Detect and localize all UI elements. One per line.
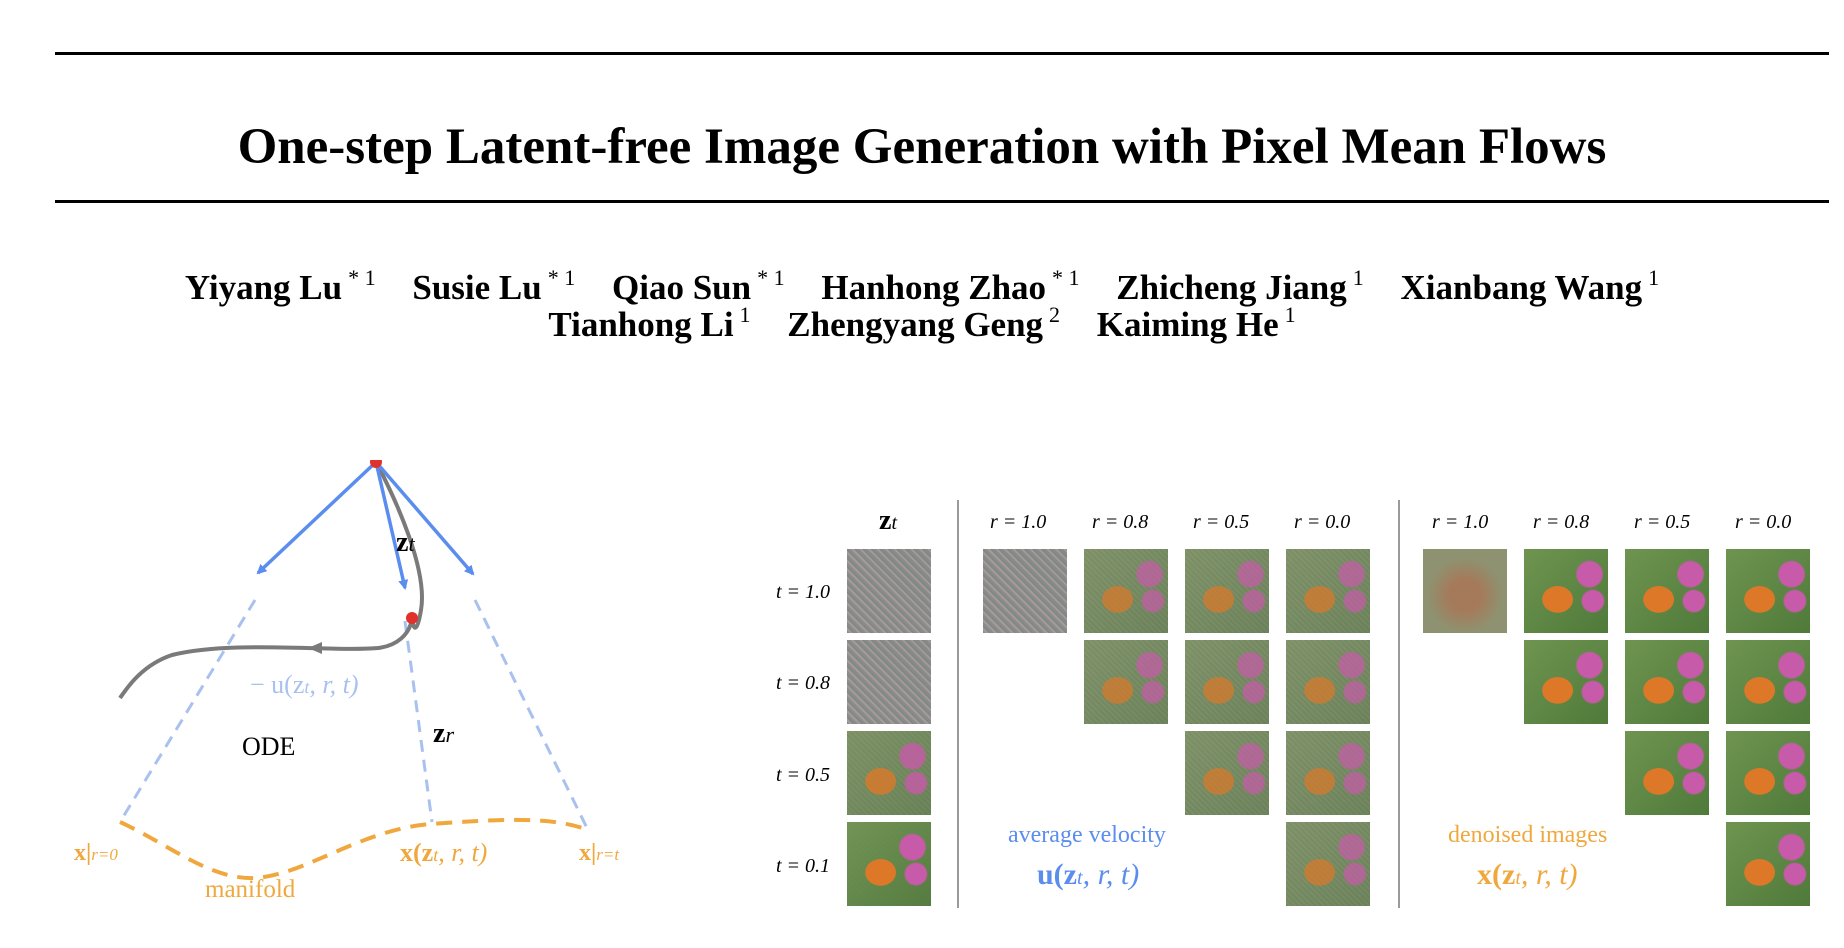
author: Susie Lu * 1 <box>412 265 576 308</box>
trajectory-shape <box>332 460 376 483</box>
flow-trajectory <box>118 460 424 700</box>
sample-image <box>1286 640 1370 724</box>
column-divider <box>1398 500 1400 908</box>
t-label: t = 0.8 <box>776 672 831 694</box>
author: Xianbang Wang 1 <box>1400 265 1660 308</box>
ode-real <box>332 460 376 465</box>
r-label: r = 0.5 <box>1193 511 1250 533</box>
sample-image <box>1726 549 1810 633</box>
neg-velocity-label: − u(zt, r, t) <box>250 670 359 699</box>
x-r0-label: x|r=0 <box>74 840 118 866</box>
velocity-arrow-mid <box>374 461 409 590</box>
author: Yiyang Lu * 1 <box>184 265 376 308</box>
sample-image <box>1185 640 1269 724</box>
guide-line-left <box>118 599 257 823</box>
sample-image <box>847 640 931 724</box>
sample-image <box>1524 640 1608 724</box>
ode-line-real <box>332 460 376 464</box>
sample-image <box>1084 549 1168 633</box>
bottom-rule <box>55 200 1829 203</box>
r-label: r = 0.8 <box>1092 511 1149 533</box>
ode-path <box>120 460 421 700</box>
sample-image <box>1726 822 1810 906</box>
author: Zhicheng Jiang 1 <box>1116 265 1364 308</box>
sample-image <box>1625 549 1709 633</box>
trajectory-visible <box>120 460 422 698</box>
author: Hanhong Zhao * 1 <box>821 265 1080 308</box>
velocity-arrow-right <box>374 460 475 576</box>
sample-image <box>983 549 1067 633</box>
velocity-arrow-left <box>256 460 378 575</box>
t-label: t = 1.0 <box>776 581 831 603</box>
ode-curve <box>330 460 376 466</box>
guide-line-mid <box>403 620 434 823</box>
z-t-label: zt <box>396 527 415 558</box>
sample-image <box>1286 731 1370 815</box>
z-r-point <box>406 612 418 624</box>
author: Kaiming He 1 <box>1096 302 1296 345</box>
sample-image <box>1726 640 1810 724</box>
r-label: r = 0.8 <box>1533 511 1590 533</box>
top-rule <box>55 52 1829 55</box>
sample-image <box>1185 731 1269 815</box>
trajectory-outline <box>332 460 376 483</box>
gray-ode-trajectory <box>120 460 422 698</box>
sample-image <box>1625 731 1709 815</box>
ode-gray-path <box>332 460 376 464</box>
t-label: t = 0.1 <box>776 855 831 877</box>
sample-image <box>847 731 931 815</box>
sample-image <box>1185 549 1269 633</box>
x-mid-label: x(zt, r, t) <box>400 838 488 867</box>
paper-title: One-step Latent-free Image Generation wi… <box>237 119 1607 175</box>
sample-image <box>1524 549 1608 633</box>
t-label: t = 0.5 <box>776 764 831 786</box>
column-divider <box>957 500 959 908</box>
sample-image <box>1726 731 1810 815</box>
velocity-formula: u(zt, r, t) <box>1037 858 1140 891</box>
z-r-label: zr <box>433 718 454 749</box>
zt-column-header: zt <box>879 505 897 536</box>
z-t-point <box>370 460 382 468</box>
sample-image <box>1625 640 1709 724</box>
sample-image <box>1423 549 1507 633</box>
gray-path <box>332 460 376 465</box>
sample-image <box>1286 822 1370 906</box>
authors-line-2: Tianhong Li 1 Zhengyang Geng 2 Kaiming He 1 <box>0 302 1844 345</box>
r-label: r = 0.0 <box>1735 511 1792 533</box>
ode-label: ODE <box>242 732 296 761</box>
sample-image <box>847 549 931 633</box>
mean-flow-diagram <box>118 460 590 881</box>
sample-image <box>847 822 931 906</box>
denoised-formula: x(zt, r, t) <box>1477 858 1578 891</box>
velocity-caption: average velocity <box>1008 822 1166 848</box>
authors-line-1: Yiyang Lu * 1 Susie Lu * 1 Qiao Sun * 1 Han… <box>0 265 1844 308</box>
author: Tianhong Li 1 <box>548 302 751 345</box>
sample-image <box>1286 549 1370 633</box>
sample-image <box>1084 640 1168 724</box>
manifold-curve <box>119 817 589 881</box>
denoised-caption: denoised images <box>1448 822 1608 848</box>
x-rt-label: x|r=t <box>579 840 620 866</box>
r-label: r = 1.0 <box>1432 511 1489 533</box>
r-label: r = 0.0 <box>1294 511 1351 533</box>
guide-line-right <box>473 599 590 831</box>
author: Qiao Sun * 1 <box>612 265 785 308</box>
author: Zhengyang Geng 2 <box>787 302 1061 345</box>
r-label: r = 0.5 <box>1634 511 1691 533</box>
trajectory-upper <box>330 460 418 661</box>
r-label: r = 1.0 <box>990 511 1047 533</box>
manifold-label: manifold <box>205 876 296 903</box>
